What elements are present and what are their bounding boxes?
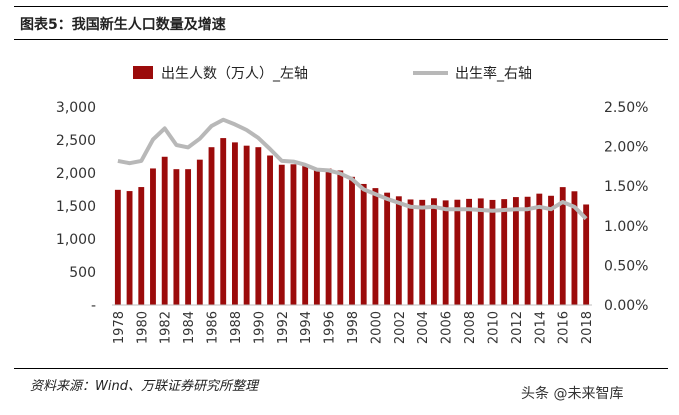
right-tick-label: 2.50%: [604, 100, 648, 116]
x-tick-label: 1994: [299, 311, 314, 344]
bar: [454, 199, 461, 305]
x-tick-label: 2010: [486, 311, 501, 344]
right-tick-label: 0.50%: [604, 258, 648, 274]
left-tick-label: 2,000: [56, 166, 96, 182]
left-tick-label: 1,500: [56, 199, 96, 215]
bar: [536, 193, 543, 305]
legend-line-label: 出生率_右轴: [455, 65, 532, 82]
bar: [395, 196, 402, 305]
x-tick-label: 2008: [463, 311, 478, 344]
bar: [138, 187, 145, 305]
right-axis-ticks: 0.00% 0.50% 1.00% 1.50% 2.00% 2.50%: [604, 100, 648, 314]
bar: [185, 169, 192, 305]
bar: [126, 191, 133, 305]
bar-series: [114, 138, 590, 305]
bar: [114, 189, 121, 305]
x-tick-label: 1988: [229, 311, 244, 344]
left-tick-label: 3,000: [56, 100, 96, 116]
x-tick-label: 1992: [276, 311, 291, 344]
bar: [407, 199, 414, 305]
x-tick-label: 2006: [440, 311, 455, 344]
right-tick-label: 0.00%: [604, 298, 648, 314]
x-tick-label: 2016: [557, 311, 572, 344]
x-tick-label: 2002: [393, 311, 408, 344]
x-axis-ticks: 1978 1980 1982 1984 1986 1988 1990 1992 1994 1996…: [112, 311, 595, 344]
bar: [477, 198, 484, 305]
left-axis-ticks: - 500 1,000 1,500 2,000 2,500 3,000: [56, 100, 96, 314]
legend-bar-label: 出生人数（万人）_左轴: [161, 66, 308, 82]
x-tick-label: 2014: [533, 311, 548, 344]
left-tick-label: 2,500: [56, 133, 96, 149]
bar: [524, 196, 531, 305]
bar: [337, 170, 344, 305]
left-tick-label: 1,000: [56, 232, 96, 248]
x-tick-label: 2000: [369, 311, 384, 344]
bar: [150, 168, 156, 305]
bar: [173, 169, 180, 305]
bar: [349, 176, 355, 305]
right-tick-label: 1.50%: [604, 179, 648, 195]
bar: [196, 159, 203, 305]
bar: [372, 188, 379, 305]
footer-divider: [14, 368, 668, 369]
bar: [208, 147, 215, 305]
bar: [302, 165, 309, 305]
bar: [220, 138, 227, 305]
bar: [466, 198, 472, 305]
x-tick-label: 1978: [112, 311, 127, 344]
bar: [278, 164, 285, 305]
bar: [512, 197, 519, 305]
x-tick-label: 1986: [206, 311, 221, 344]
figure-title-bar: 图表5：我国新生人口数量及增速: [14, 6, 668, 40]
bar: [501, 199, 508, 305]
bar: [431, 198, 437, 305]
x-tick-label: 1998: [346, 311, 361, 344]
bar: [583, 204, 590, 305]
x-tick-label: 1990: [252, 311, 267, 344]
bar: [419, 199, 426, 305]
bar: [384, 192, 391, 305]
x-tick-label: 1996: [323, 311, 338, 344]
bar: [267, 155, 273, 305]
bar: [325, 168, 332, 305]
bar: [290, 164, 297, 305]
watermark: 头条 @未来智库: [521, 386, 624, 402]
bar: [243, 145, 250, 305]
left-tick-label: -: [91, 298, 96, 314]
bar: [161, 156, 168, 305]
x-tick-label: 2018: [580, 311, 595, 344]
x-tick-label: 1980: [135, 311, 150, 344]
rate-line: [117, 117, 588, 221]
bar: [571, 191, 578, 305]
x-tick-label: 1982: [159, 311, 174, 344]
bar: [559, 187, 566, 305]
bar: [548, 195, 554, 305]
right-tick-label: 1.00%: [604, 219, 648, 235]
left-tick-label: 500: [69, 265, 96, 281]
figure-title: 图表5：我国新生人口数量及增速: [20, 17, 226, 33]
bar: [313, 168, 320, 305]
source-note: 资料来源：Wind、万联证券研究所整理: [30, 379, 258, 394]
bar: [232, 142, 238, 305]
bar: [360, 183, 367, 305]
x-tick-label: 2012: [510, 311, 525, 344]
x-tick-label: 2004: [416, 311, 431, 344]
legend: 出生人数（万人）_左轴 出生率_右轴: [133, 65, 532, 82]
x-tick-label: 1984: [182, 311, 197, 344]
legend-bar-swatch: [133, 66, 153, 79]
bar: [255, 147, 262, 305]
bar: [489, 199, 496, 305]
right-tick-label: 2.00%: [604, 140, 648, 156]
bar: [442, 200, 449, 305]
